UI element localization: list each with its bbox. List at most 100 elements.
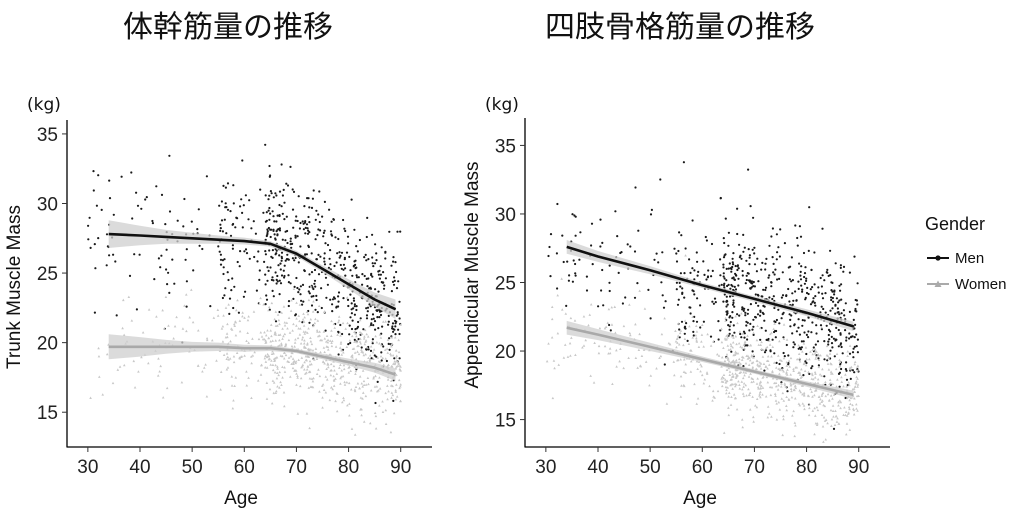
point-women bbox=[848, 344, 852, 347]
point-men bbox=[619, 251, 622, 255]
point-men bbox=[749, 205, 752, 208]
point-men bbox=[274, 192, 277, 195]
point-women bbox=[291, 361, 295, 364]
point-men bbox=[151, 219, 154, 223]
point-men bbox=[568, 274, 571, 277]
point-men bbox=[749, 322, 752, 325]
point-women bbox=[610, 306, 614, 309]
point-men bbox=[133, 253, 136, 256]
point-women bbox=[798, 357, 801, 360]
point-women bbox=[727, 395, 730, 398]
point-men bbox=[851, 369, 855, 372]
point-women bbox=[618, 359, 621, 363]
point-men bbox=[737, 284, 740, 287]
point-women bbox=[356, 382, 360, 385]
point-men bbox=[742, 250, 745, 253]
point-women bbox=[772, 361, 776, 364]
point-women bbox=[368, 421, 372, 425]
point-men bbox=[279, 282, 283, 285]
point-women bbox=[348, 414, 351, 417]
point-women bbox=[829, 370, 833, 373]
point-women bbox=[829, 381, 833, 384]
point-women bbox=[225, 352, 229, 355]
point-women bbox=[622, 366, 625, 370]
point-men bbox=[745, 344, 748, 347]
point-women bbox=[720, 327, 723, 330]
point-men bbox=[296, 286, 299, 290]
point-men bbox=[303, 205, 306, 208]
point-women bbox=[307, 327, 310, 330]
point-men bbox=[720, 283, 723, 286]
point-women bbox=[568, 341, 572, 345]
point-men bbox=[788, 300, 791, 303]
fit-line-women-panel-2 bbox=[566, 326, 854, 397]
point-men bbox=[831, 296, 835, 300]
point-women bbox=[735, 373, 739, 377]
point-men bbox=[270, 192, 273, 195]
point-men bbox=[295, 276, 298, 280]
point-women bbox=[853, 362, 857, 366]
point-women bbox=[828, 378, 832, 381]
point-men bbox=[299, 293, 302, 296]
point-men bbox=[775, 329, 778, 333]
point-women bbox=[116, 368, 120, 371]
point-men bbox=[327, 266, 330, 269]
point-women bbox=[301, 318, 305, 321]
point-men bbox=[678, 231, 681, 234]
point-women bbox=[289, 354, 293, 358]
point-men bbox=[370, 322, 373, 325]
point-men bbox=[308, 221, 311, 224]
point-women bbox=[342, 363, 346, 367]
point-men bbox=[803, 331, 806, 334]
point-women bbox=[676, 358, 680, 362]
point-men bbox=[344, 229, 347, 233]
point-women bbox=[389, 430, 393, 434]
point-men bbox=[262, 211, 265, 214]
point-men bbox=[727, 244, 730, 247]
point-women bbox=[824, 438, 828, 441]
point-men bbox=[285, 215, 288, 218]
point-women bbox=[773, 381, 776, 385]
point-women bbox=[815, 405, 819, 409]
point-men bbox=[727, 324, 730, 327]
point-women bbox=[746, 357, 750, 360]
point-men bbox=[725, 305, 728, 308]
point-men bbox=[383, 284, 386, 287]
point-women bbox=[339, 363, 342, 366]
point-men bbox=[567, 279, 571, 282]
point-men bbox=[704, 235, 707, 239]
point-women bbox=[856, 377, 859, 380]
point-women bbox=[229, 339, 232, 343]
point-women bbox=[823, 404, 827, 408]
point-women bbox=[184, 293, 188, 296]
point-women bbox=[304, 330, 308, 333]
point-women bbox=[173, 324, 177, 328]
point-women bbox=[684, 371, 688, 374]
point-men bbox=[219, 223, 222, 226]
point-men bbox=[798, 225, 802, 228]
point-women bbox=[274, 356, 277, 360]
point-men bbox=[280, 205, 283, 208]
point-men bbox=[387, 342, 390, 345]
point-men bbox=[738, 243, 741, 246]
point-men bbox=[239, 250, 242, 253]
point-women bbox=[700, 364, 703, 368]
point-men bbox=[352, 297, 355, 300]
point-women bbox=[280, 343, 283, 346]
point-men bbox=[802, 251, 806, 255]
point-women bbox=[629, 333, 632, 337]
point-women bbox=[353, 389, 357, 393]
y-tick-label: 35 bbox=[37, 125, 58, 146]
point-men bbox=[761, 261, 764, 264]
point-women bbox=[175, 315, 178, 319]
point-men bbox=[266, 228, 269, 231]
point-women bbox=[325, 367, 328, 371]
point-men bbox=[294, 236, 297, 239]
point-women bbox=[329, 373, 333, 377]
point-men bbox=[289, 237, 292, 240]
point-men bbox=[574, 234, 577, 237]
point-women bbox=[324, 391, 328, 394]
point-men bbox=[688, 258, 691, 261]
point-women bbox=[298, 333, 302, 336]
point-women bbox=[761, 386, 765, 389]
